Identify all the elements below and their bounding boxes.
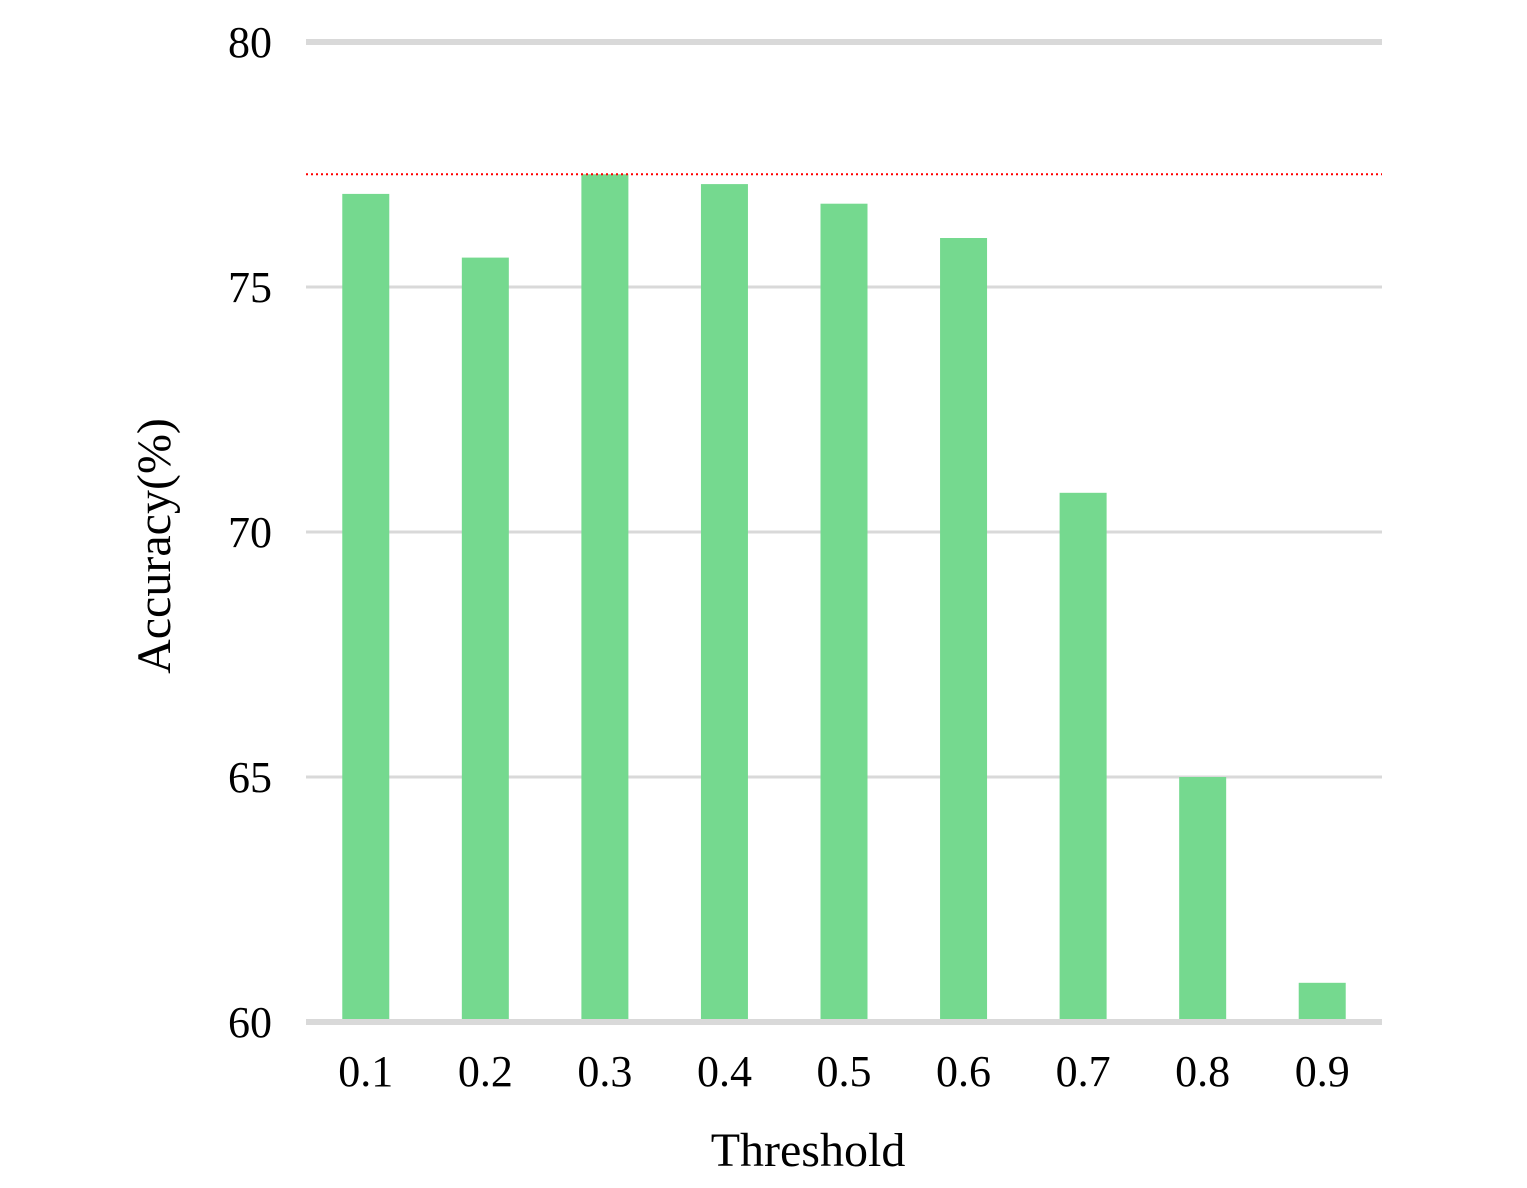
x-tick-label: 0.4 — [697, 1047, 752, 1096]
x-tick-labels: 0.1 0.2 0.3 0.4 0.5 0.6 0.7 0.8 0.9 — [338, 1047, 1349, 1096]
bar — [581, 174, 629, 1020]
x-tick-label: 0.6 — [936, 1047, 991, 1096]
y-tick-label: 75 — [228, 263, 272, 312]
bar — [1298, 982, 1346, 1019]
bar — [820, 203, 868, 1019]
x-tick-label: 0.8 — [1175, 1047, 1230, 1096]
bar — [700, 184, 748, 1020]
y-tick-labels: 60 65 70 75 80 — [228, 18, 272, 1047]
bar — [1059, 492, 1107, 1019]
y-tick-label: 65 — [228, 753, 272, 802]
x-tick-label: 0.2 — [458, 1047, 513, 1096]
bar — [1179, 777, 1227, 1019]
bars — [342, 174, 1346, 1020]
x-tick-label: 0.1 — [338, 1047, 393, 1096]
x-tick-label: 0.7 — [1056, 1047, 1111, 1096]
y-axis-title: Accuracy(%) — [128, 418, 181, 674]
bar — [461, 257, 509, 1020]
bar — [940, 238, 988, 1019]
x-axis-title: Threshold — [711, 1124, 906, 1177]
x-tick-label: 0.5 — [817, 1047, 872, 1096]
y-tick-label: 80 — [228, 18, 272, 67]
bar — [342, 193, 390, 1019]
y-tick-label: 60 — [228, 998, 272, 1047]
x-tick-label: 0.9 — [1295, 1047, 1350, 1096]
y-tick-label: 70 — [228, 508, 272, 557]
x-tick-label: 0.3 — [577, 1047, 632, 1096]
